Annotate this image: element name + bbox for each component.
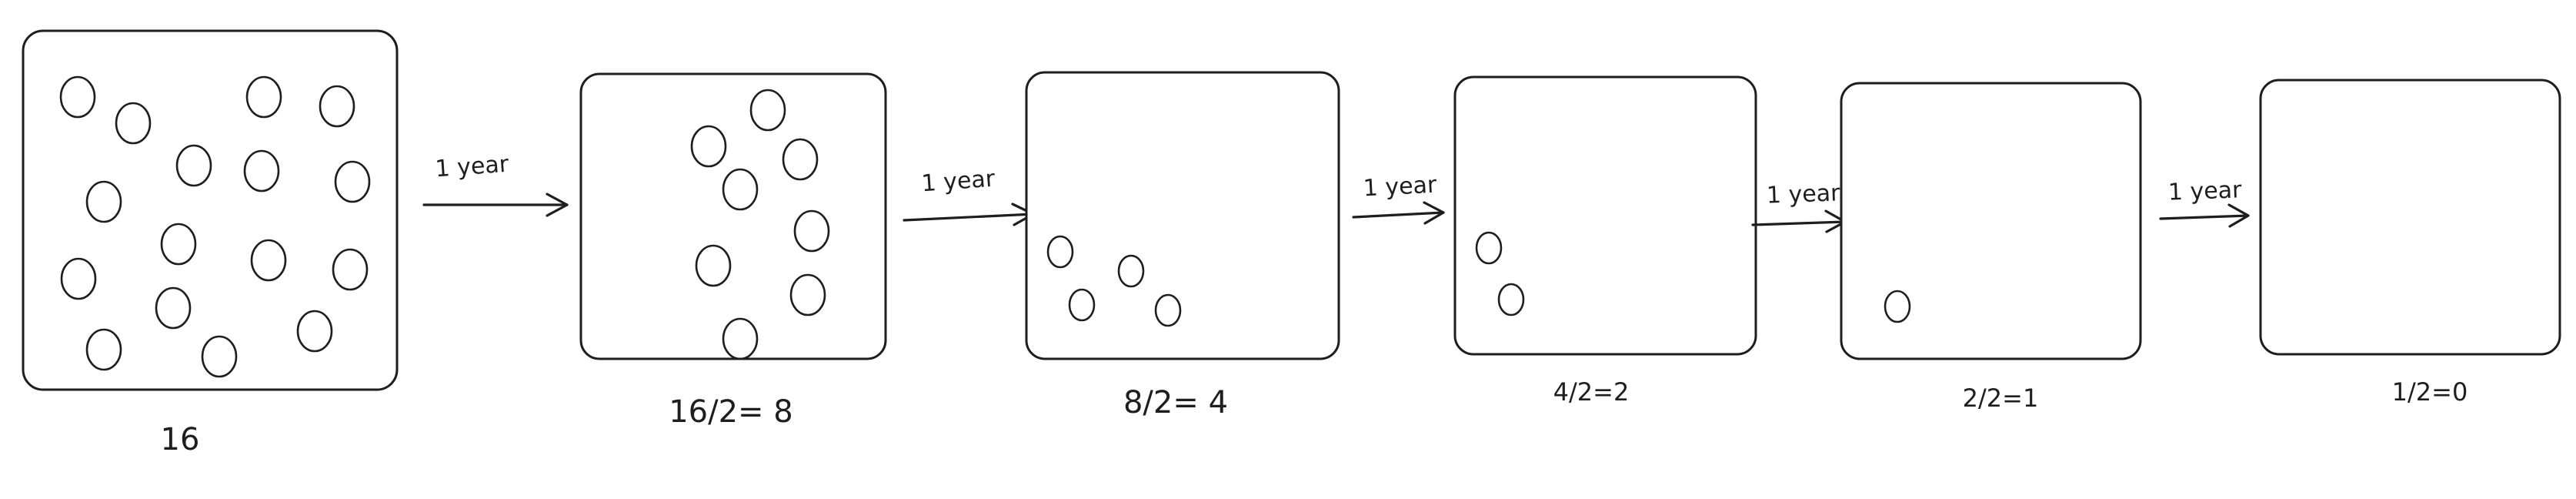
dot [722, 317, 759, 360]
stage-caption: 1/2=0 [2392, 377, 2468, 407]
dot [245, 75, 282, 119]
dot [1117, 254, 1145, 288]
arrow-1-year: 1 year [1751, 179, 1847, 233]
dot [782, 138, 819, 181]
dot [695, 244, 732, 287]
dot [749, 89, 786, 132]
dot [1497, 283, 1525, 316]
dot [1068, 288, 1096, 322]
stage-box [1025, 71, 1340, 360]
dot [1475, 231, 1503, 265]
stage-caption: 2/2=1 [1963, 383, 2039, 413]
dot [319, 85, 355, 128]
arrow-head [546, 193, 569, 217]
stage-box [1840, 82, 2142, 360]
dot [175, 144, 212, 187]
dot [85, 328, 122, 371]
dot [243, 149, 280, 193]
arrow-label: 1 year [920, 166, 996, 198]
arrow-label: 1 year [1766, 179, 1840, 209]
dots [1046, 235, 1182, 327]
stage-caption: 8/2= 4 [1123, 385, 1228, 420]
dot [1046, 235, 1074, 269]
stage-box [1453, 75, 1757, 356]
stage-4: 8/2= 4 [1025, 71, 1340, 420]
stage-caption: 16 [161, 422, 200, 457]
dot [722, 168, 759, 211]
dots [1475, 231, 1525, 316]
dot [250, 239, 287, 282]
dot [690, 125, 727, 168]
dot [296, 310, 333, 353]
stage-box [22, 29, 399, 391]
dot [60, 257, 97, 300]
dot [59, 75, 96, 119]
stage-caption: 16/2= 8 [669, 394, 793, 430]
dot [85, 180, 122, 223]
dot [160, 223, 197, 266]
arrow-1-year: 1 year [2159, 176, 2250, 228]
arrow-line [1751, 220, 1847, 226]
arrow-head [2227, 203, 2250, 228]
arrow-label: 1 year [1363, 172, 1438, 203]
stage-box [579, 72, 887, 360]
arrow-label: 1 year [2167, 176, 2242, 206]
stage-2: 4/2=2 [1453, 75, 1757, 407]
arrow-head [1423, 201, 1445, 225]
dot [1154, 293, 1182, 327]
dot [155, 286, 192, 330]
arrow-line [903, 213, 1035, 222]
stage-8: 16/2= 8 [579, 72, 887, 430]
dots [690, 89, 830, 360]
arrow-line [1352, 211, 1445, 219]
dots [1884, 290, 1911, 323]
stage-0: 1/2=0 [2259, 79, 2561, 407]
arrow-label: 1 year [434, 151, 509, 183]
dot [332, 248, 369, 291]
dots [59, 75, 371, 378]
dot [201, 335, 238, 378]
dot [793, 209, 830, 253]
dot [115, 102, 152, 145]
stage-1: 2/2=1 [1840, 82, 2142, 413]
dot [334, 160, 371, 203]
dot [789, 273, 826, 316]
arrow-line [2159, 214, 2250, 220]
dot [1884, 290, 1911, 323]
stage-16: 16 [22, 29, 399, 457]
arrow-1-year: 1 year [422, 151, 569, 217]
stage-box [2259, 79, 2561, 356]
arrow-1-year: 1 year [1352, 172, 1445, 225]
arrow-1-year: 1 year [903, 166, 1035, 226]
stage-caption: 4/2=2 [1553, 377, 1630, 407]
